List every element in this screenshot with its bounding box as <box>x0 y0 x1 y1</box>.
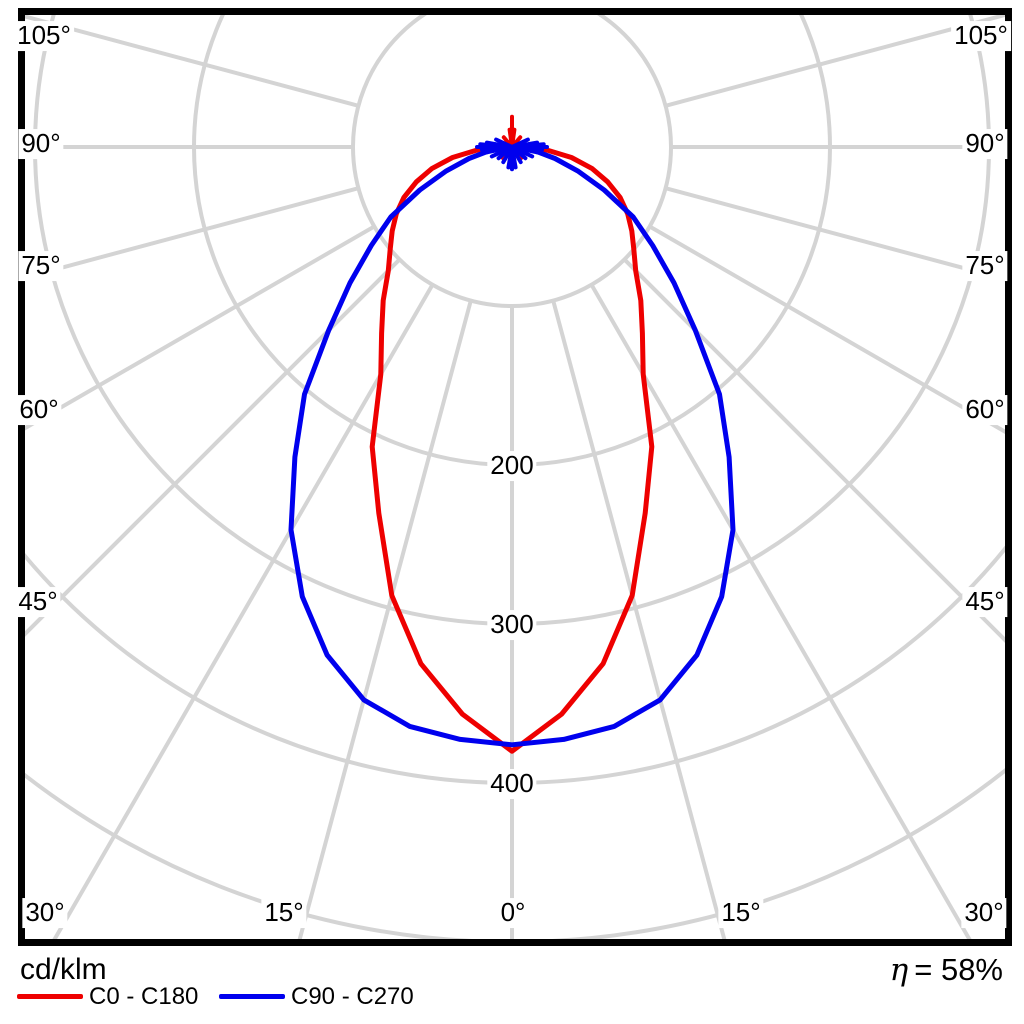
eta-symbol: η <box>889 952 909 988</box>
efficiency-readout: η = 58% <box>889 952 1003 988</box>
grid-spoke-60deg <box>648 224 1005 434</box>
plot-frame-border <box>18 8 1012 946</box>
grid-spoke--60deg <box>25 224 376 431</box>
eta-value: = 58% <box>914 952 1003 987</box>
unit-label: cd/klm <box>20 953 107 986</box>
origin-spike-c90 <box>510 137 530 149</box>
grid-spoke--15deg <box>297 300 473 939</box>
legend-line-c0-c180 <box>17 994 83 999</box>
grid-spoke-45deg <box>622 257 1005 643</box>
curve-c90-c270 <box>288 144 736 748</box>
grid-spoke--105deg <box>25 15 359 108</box>
grid-spoke-105deg <box>665 15 1005 108</box>
grid-spoke--75deg <box>25 186 359 280</box>
grid-spoke-75deg <box>665 186 1005 282</box>
intensity-curves <box>288 114 736 754</box>
grid-spoke-30deg <box>589 283 972 939</box>
grid-spoke--45deg <box>25 257 402 637</box>
legend-label-c90-c270: C90 - C270 <box>291 983 414 1010</box>
grid-spoke-15deg <box>551 300 727 939</box>
legend-label-c0-c180: C0 - C180 <box>89 983 199 1010</box>
legend-line-c90-c270 <box>219 994 285 999</box>
grid-spoke--30deg <box>52 283 435 939</box>
